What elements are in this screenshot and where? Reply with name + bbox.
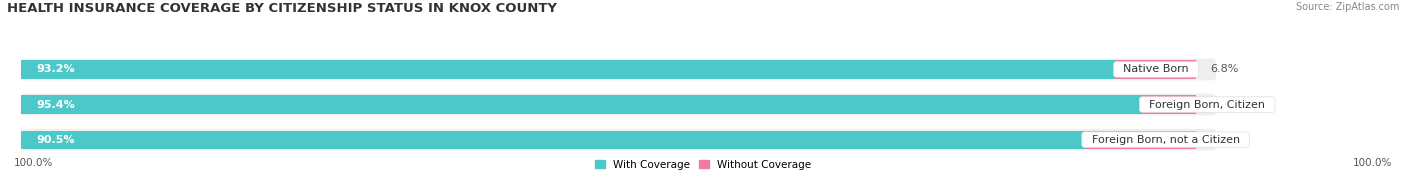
Text: HEALTH INSURANCE COVERAGE BY CITIZENSHIP STATUS IN KNOX COUNTY: HEALTH INSURANCE COVERAGE BY CITIZENSHIP… (7, 2, 557, 15)
Legend: With Coverage, Without Coverage: With Coverage, Without Coverage (595, 160, 811, 170)
Bar (21, 131, 1084, 149)
Text: 9.5%: 9.5% (1209, 135, 1239, 145)
Text: 100.0%: 100.0% (14, 158, 53, 168)
Text: 90.5%: 90.5% (37, 135, 76, 145)
Text: Source: ZipAtlas.com: Source: ZipAtlas.com (1295, 2, 1399, 12)
Bar (21, 95, 1142, 114)
Text: Foreign Born, Citizen: Foreign Born, Citizen (1142, 100, 1272, 110)
Text: 93.2%: 93.2% (37, 64, 76, 74)
Bar (1142, 95, 1197, 114)
Bar (1116, 60, 1197, 79)
FancyBboxPatch shape (21, 59, 1216, 80)
Text: Native Born: Native Born (1116, 64, 1197, 74)
Text: 4.6%: 4.6% (1209, 100, 1239, 110)
FancyBboxPatch shape (21, 94, 1216, 115)
Bar (21, 60, 1116, 79)
Text: 100.0%: 100.0% (1353, 158, 1392, 168)
Bar (1084, 131, 1197, 149)
Text: Foreign Born, not a Citizen: Foreign Born, not a Citizen (1084, 135, 1247, 145)
Text: 95.4%: 95.4% (37, 100, 76, 110)
Text: 6.8%: 6.8% (1209, 64, 1239, 74)
FancyBboxPatch shape (21, 129, 1216, 151)
